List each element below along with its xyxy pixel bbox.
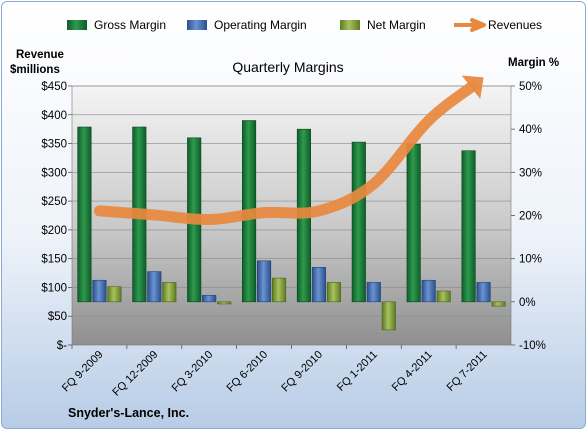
x-axis-tick-label: FQ 9-2009 (60, 349, 106, 395)
left-axis-tick-label: $300 (41, 167, 67, 179)
x-axis-tick-label: FQ 3-2010 (170, 349, 216, 395)
right-axis-tick-label: -10% (519, 340, 546, 352)
gross-margin-bar (461, 150, 476, 303)
company-name: Snyder's-Lance, Inc. (68, 406, 189, 420)
legend-label-gross-margin: Gross Margin (94, 18, 166, 32)
legend-label-operating-margin: Operating Margin (214, 18, 307, 32)
left-axis-tick-label: $200 (41, 225, 67, 237)
chart-title: Quarterly Margins (232, 59, 343, 75)
net-margin-bar (272, 277, 287, 303)
x-axis-tick-label: FQ 7-2011 (445, 349, 490, 394)
gross-margin-bar (406, 143, 421, 303)
right-axis-tick-label: 10% (519, 254, 542, 266)
right-axis-tick-label: 30% (519, 167, 542, 179)
operating-margin-bar (366, 282, 381, 303)
right-axis-tick-label: 50% (519, 81, 542, 93)
left-axis-tick-label: $400 (41, 110, 67, 122)
x-axis-tick-label: FQ 6-2010 (225, 349, 271, 395)
operating-margin-bar (421, 279, 436, 303)
left-axis-tick-label: $450 (41, 81, 67, 93)
net-margin-bar (381, 301, 396, 331)
legend-label-revenues: Revenues (488, 18, 542, 32)
left-axis-tick-label: $350 (41, 139, 67, 151)
x-axis-tick-label: FQ 9-2010 (279, 349, 325, 395)
net-margin-bar (436, 290, 451, 303)
left-axis-tick-label: $50 (48, 311, 67, 323)
left-axis-tick-label: $250 (41, 196, 67, 208)
revenue-line-path (93, 81, 477, 226)
right-axis-tick-label: 40% (519, 124, 542, 136)
net-margin-bar (217, 301, 232, 305)
net-margin-bar (326, 282, 341, 303)
operating-margin-bar (311, 266, 326, 303)
operating-margin-bar (147, 271, 162, 303)
left-axis-title-line2: $millions (10, 64, 60, 76)
x-axis-tick-label: FQ 12-2009 (110, 349, 160, 399)
x-axis-tick-label: FQ 4-2011 (390, 349, 435, 394)
revenue-arrowhead (461, 75, 484, 100)
legend-swatch-gross-margin (67, 20, 87, 30)
operating-margin-bar (92, 279, 107, 303)
left-axis-tick-label: $150 (41, 254, 67, 266)
net-margin-bar (162, 282, 177, 303)
net-margin-bar (491, 301, 506, 307)
legend-swatch-net-margin (340, 20, 360, 30)
right-axis-ticks: -10% 0% 10% 20% 30% 40% 50% (511, 81, 546, 352)
legend: Gross Margin Operating Margin Net Margin… (67, 18, 542, 32)
right-axis-tick-label: 20% (519, 211, 542, 223)
right-axis-tick-label: 0% (519, 297, 536, 309)
x-axis-tick-label: FQ 1-2011 (335, 349, 380, 394)
x-axis-ticks: FQ 9-2009 FQ 12-2009 FQ 3-2010 FQ 6-2010 FQ … (60, 345, 490, 399)
revenue-line (93, 75, 484, 226)
operating-margin-bar (476, 282, 491, 303)
left-axis-tick-label: $- (57, 340, 67, 352)
left-axis-ticks: $- $50 $100 $150 $200 $250 $300 $350 $400 $450 (41, 81, 72, 352)
left-axis-tick-label: $100 (41, 282, 67, 294)
left-axis-title-line1: Revenue (16, 49, 64, 61)
legend-swatch-revenues (454, 18, 486, 32)
gross-margin-bar (77, 126, 92, 303)
right-axis-title: Margin % (508, 57, 559, 69)
legend-swatch-operating-margin (187, 20, 207, 30)
net-margin-bar (107, 286, 122, 303)
legend-label-net-margin: Net Margin (367, 18, 426, 32)
operating-margin-bar (257, 260, 272, 303)
operating-margin-bar (202, 295, 217, 303)
gross-margin-bar (351, 141, 366, 303)
